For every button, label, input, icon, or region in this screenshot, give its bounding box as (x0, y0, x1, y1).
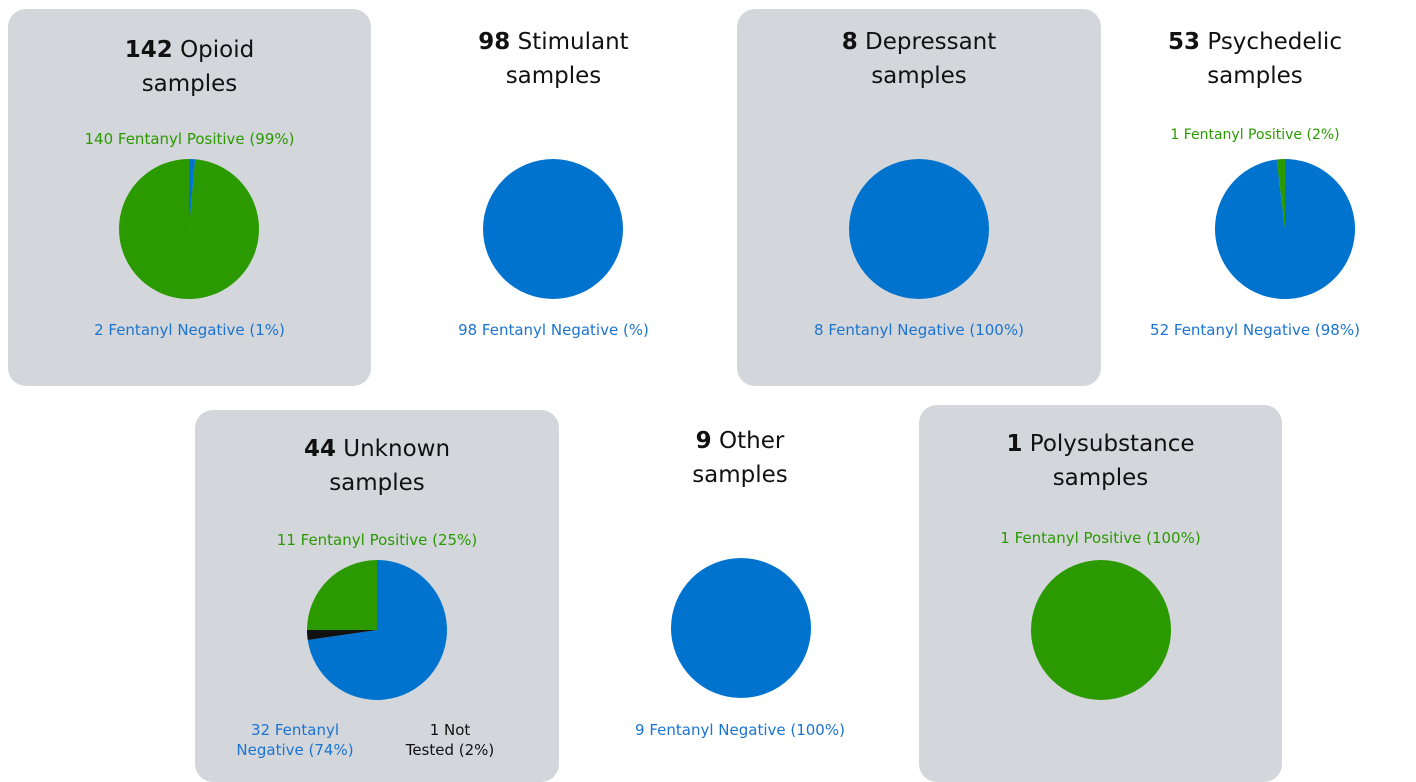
pie-slice-fentanyl-positive (1031, 560, 1171, 700)
pie-chart (1031, 560, 1171, 700)
chart-title: 53 Psychedelic samples (1168, 29, 1342, 89)
chart-title: 98 Stimulant samples (478, 29, 629, 89)
pie-chart (849, 159, 989, 299)
panel-depressant: 8 Depressant samples 8 Fentanyl Negative … (737, 9, 1101, 386)
pie-chart (119, 159, 259, 299)
pie-slice-fentanyl-positive (307, 560, 377, 630)
label-negative: 9 Fentanyl Negative (100%) (635, 721, 845, 739)
label-positive: 1 Fentanyl Positive (100%) (1000, 529, 1201, 547)
panel-unknown: 44 Unknown samples 11 Fentanyl Positive (… (195, 410, 559, 782)
panel-polysubstance: 1 Polysubstance samples 1 Fentanyl Positi… (919, 405, 1282, 782)
label-positive: 140 Fentanyl Positive (99%) (84, 130, 295, 148)
pie-slice-fentanyl-negative (307, 560, 447, 700)
pie-slice-fentanyl-negative (849, 159, 989, 299)
pie-chart (1215, 159, 1355, 299)
label-positive: 11 Fentanyl Positive (25%) (276, 531, 478, 549)
pie-slice-fentanyl-positive (119, 159, 259, 299)
label-positive: 1 Fentanyl Positive (2%) (1170, 127, 1340, 143)
pie-chart (483, 159, 623, 299)
panel-psychedelic: 53 Psychedelic samples 1 Fentanyl Positiv… (1101, 9, 1409, 386)
pie-chart (307, 560, 447, 700)
panel-other: 9 Other samples 9 Fentanyl Negative (100%… (560, 410, 920, 782)
label-negative: 52 Fentanyl Negative (98%) (1150, 321, 1360, 339)
label-negative: 98 Fentanyl Negative (%) (458, 321, 649, 339)
chart-title: 1 Polysubstance samples (1006, 431, 1195, 491)
chart-title: 8 Depressant samples (841, 29, 997, 89)
pie-slice-fentanyl-negative (483, 159, 623, 299)
label-negative: 32 Fentanyl Negative (74%) (236, 721, 354, 759)
chart-title: 9 Other samples (692, 428, 788, 488)
pie-slice-fentanyl-positive (1276, 159, 1285, 229)
pie-slice-fentanyl-negative (189, 159, 196, 229)
pie-chart (671, 558, 811, 698)
pie-slice-fentanyl-negative (671, 558, 811, 698)
chart-title: 142 Opioid samples (124, 37, 255, 97)
chart-title: 44 Unknown samples (303, 436, 451, 496)
panel-opioid: 142 Opioid samples 140 Fentanyl Positive … (8, 9, 371, 386)
panel-stimulant: 98 Stimulant samples 98 Fentanyl Negative… (371, 9, 736, 386)
label-negative: 8 Fentanyl Negative (100%) (814, 321, 1024, 339)
label-negative: 2 Fentanyl Negative (1%) (94, 321, 285, 339)
pie-slice-not-tested (307, 630, 377, 640)
label-not-tested: 1 Not Tested (2%) (405, 721, 495, 759)
